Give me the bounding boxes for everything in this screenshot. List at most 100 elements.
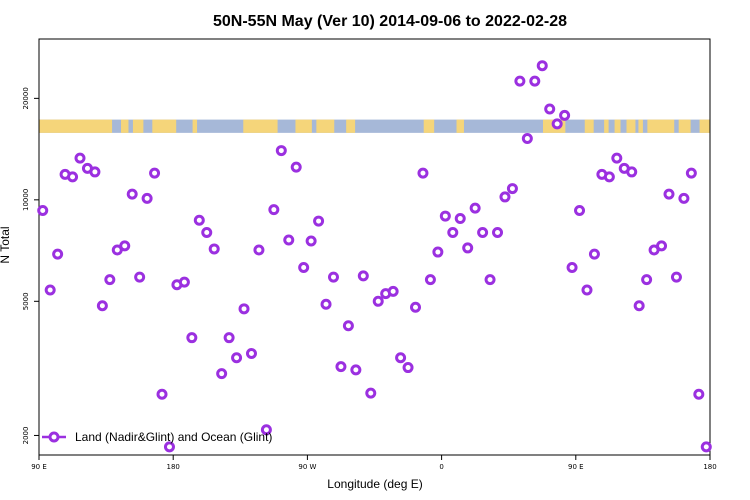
data-point [514,75,526,87]
data-point [499,191,511,203]
ocean-band-segment [39,119,710,133]
x-tick-label: 90 W [298,463,316,471]
data-point [492,227,504,239]
land-band-segment [647,119,675,133]
legend: Land (Nadir&Glint) and Ocean (Glint) [42,430,272,444]
data-points [37,60,712,453]
land-band-segment [456,119,464,133]
data-point [216,368,228,380]
data-point [551,118,563,130]
data-point [641,274,653,286]
x-tick-label: 0 [439,463,443,471]
data-point [372,295,384,307]
data-point [424,274,436,286]
data-point [37,204,49,216]
data-point [260,424,272,436]
land-band-segment [192,119,198,133]
data-point [469,202,481,214]
data-point [126,188,138,200]
data-point [365,387,377,399]
data-point [52,248,64,260]
data-point [529,75,541,87]
coverage-band [39,119,710,133]
data-point [559,109,571,121]
legend-point-marker [48,431,60,443]
land-band-segment [423,119,435,133]
land-band-segment [295,119,312,133]
data-point [193,214,205,226]
data-point [320,298,332,310]
x-tick-label: 180 [703,463,716,471]
data-point [685,167,697,179]
land-band-segment [132,119,144,133]
x-tick-label: 90 E [31,463,47,471]
data-point [342,320,354,332]
data-point [506,183,518,195]
y-tick-label: 2000 [22,427,30,445]
data-point [574,204,586,216]
data-point [626,166,638,178]
data-point [335,361,347,373]
data-point [462,242,474,254]
x-tick-label: 90 E [568,463,584,471]
data-point [447,227,459,239]
data-point [700,441,712,453]
land-band-segment [699,119,710,133]
data-point [678,192,690,204]
land-band-segment [243,119,278,133]
data-point [402,362,414,374]
data-point [477,227,489,239]
data-point [231,352,243,364]
data-point [253,244,265,256]
data-point [327,271,339,283]
data-point [454,213,466,225]
data-point [350,364,362,376]
data-point [201,227,213,239]
data-point [134,271,146,283]
land-band-segment [152,119,177,133]
data-point [611,152,623,164]
land-band-segment [638,119,643,133]
data-point [581,284,593,296]
data-point [74,152,86,164]
data-point [603,171,615,183]
data-point [89,166,101,178]
y-tick-label: 20000 [22,87,30,109]
data-point [439,210,451,222]
axes: 90 E 180 90 W 0 90 E 180 2000 5000 10000 20000 [22,38,717,471]
data-point [410,301,422,313]
land-band-segment [626,119,636,133]
land-band-segment [614,119,621,133]
land-band-segment [39,119,113,133]
data-point [268,204,280,216]
data-point [245,348,257,360]
data-point [670,271,682,283]
data-point [141,192,153,204]
land-band-segment [121,119,129,133]
chart-title: 50N-55N May (Ver 10) 2014-09-06 to 2022-… [213,13,567,30]
data-point [104,274,116,286]
land-band-segment [346,119,356,133]
data-point [149,167,161,179]
data-point [663,188,675,200]
data-point [163,441,175,453]
legend-label: Land (Nadir&Glint) and Ocean (Glint) [75,430,272,444]
y-tick-label: 10000 [22,189,30,211]
data-point [566,261,578,273]
data-point [275,145,287,157]
data-point [313,215,325,227]
x-tick-label: 180 [167,463,180,471]
data-point [387,285,399,297]
data-point [119,240,131,252]
data-point [536,60,548,72]
land-band-segment [678,119,691,133]
data-point [588,248,600,260]
data-point [521,133,533,145]
data-point [417,167,429,179]
data-point [633,300,645,312]
plot-frame [38,38,711,456]
data-point [544,103,556,115]
data-point [298,261,310,273]
data-point [693,388,705,400]
land-band-segment [604,119,609,133]
